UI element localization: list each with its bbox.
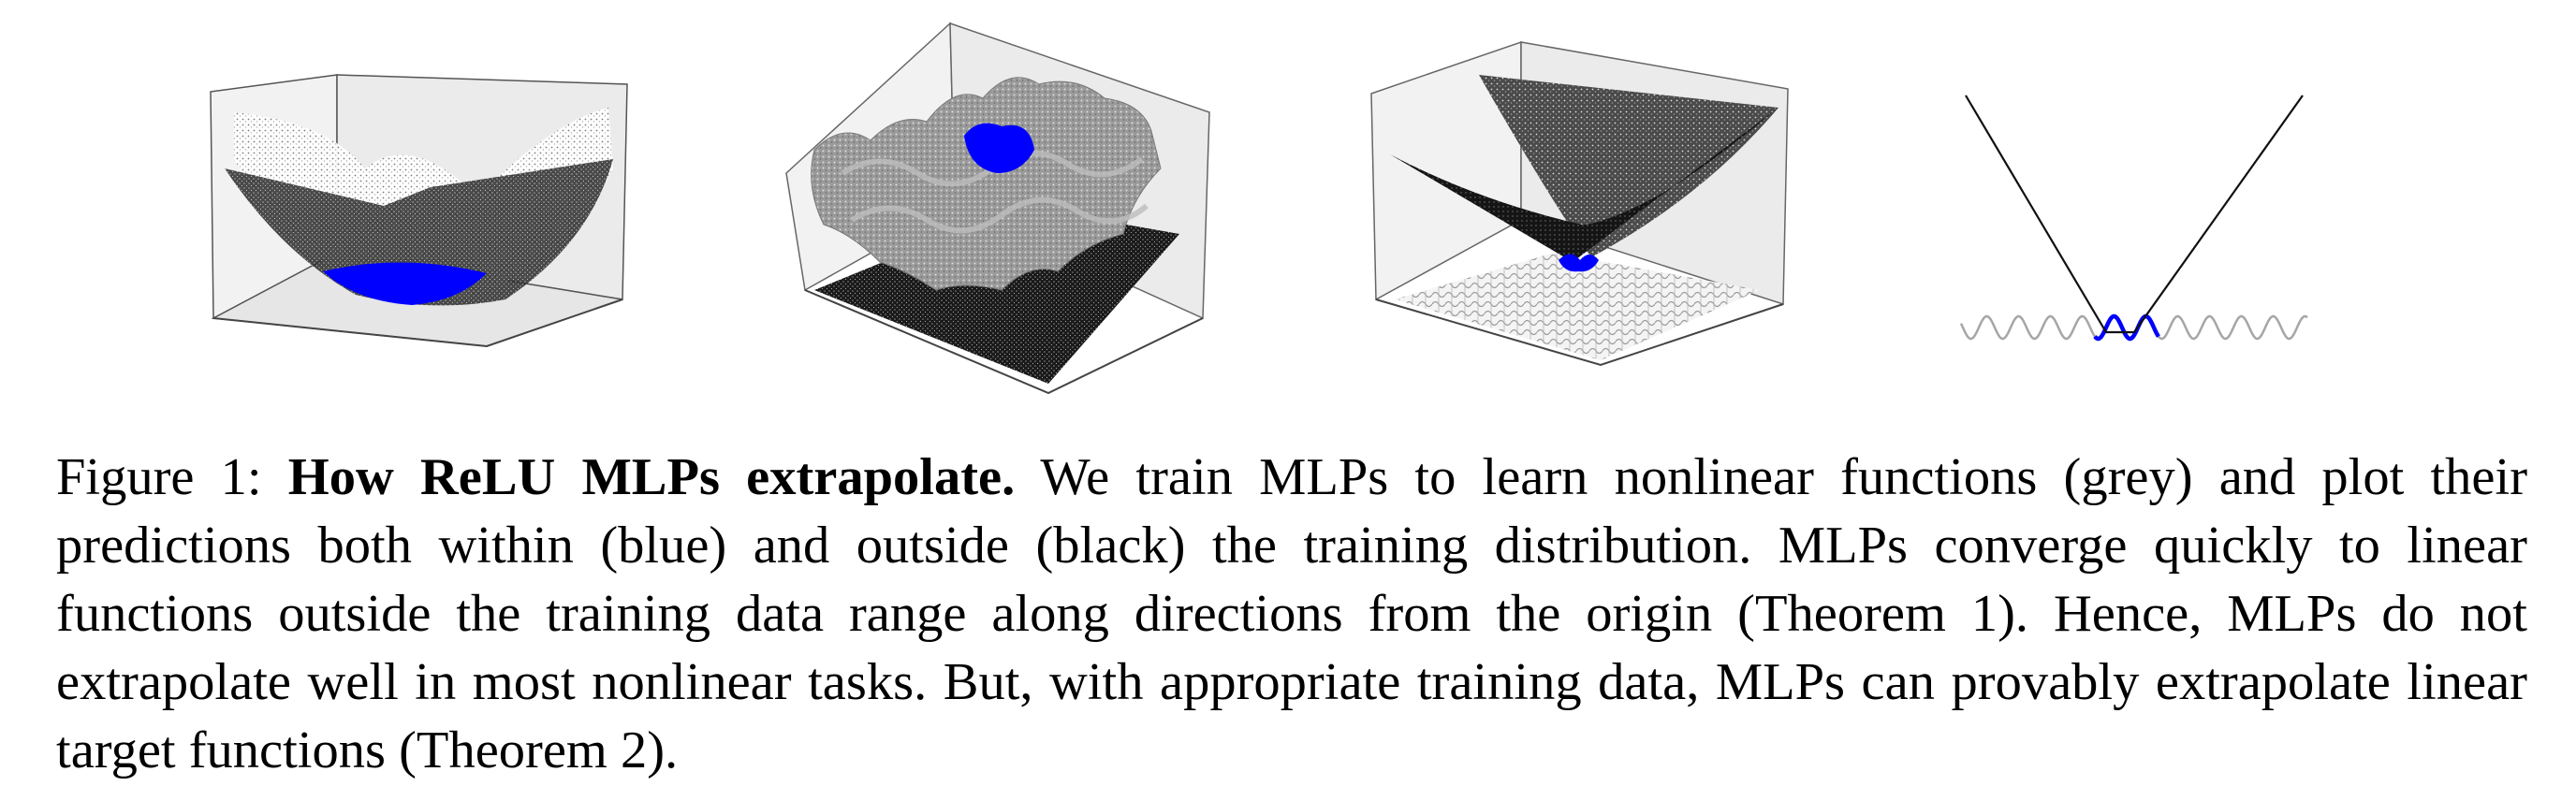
panel-sine-curve <box>1959 95 2308 342</box>
prediction-outside-surface <box>814 206 1179 384</box>
prediction-outside-surface <box>1390 108 1778 262</box>
panel-abs-surface <box>1370 40 1789 367</box>
figure-label: Figure 1: <box>56 448 262 506</box>
prediction-outside-curve <box>1965 95 2304 334</box>
prediction-within-surface <box>964 123 1034 173</box>
axes-front-edge <box>212 299 623 348</box>
target-surface <box>1479 75 1778 257</box>
prediction-within-curve <box>2093 313 2160 342</box>
panel-sinusoidal-surface <box>785 22 1210 395</box>
panel-quadratic-surface <box>210 74 628 348</box>
figure-body: We train MLPs to learn nonlinear functio… <box>56 448 2528 779</box>
target-surface <box>811 77 1162 291</box>
axes-front-edge <box>804 289 1204 395</box>
prediction-within-surface <box>323 262 487 305</box>
prediction-outside-surface <box>225 159 613 306</box>
figure-panels <box>210 22 2308 395</box>
prediction-within-surface <box>1559 254 1599 272</box>
figure-caption: Figure 1: How ReLU MLPs extrapolate. We … <box>56 444 2527 785</box>
axes-front-edge <box>1375 299 1784 367</box>
target-wavy-plane <box>1395 253 1760 360</box>
figure-title: How ReLU MLPs extrapolate. <box>287 448 1016 506</box>
